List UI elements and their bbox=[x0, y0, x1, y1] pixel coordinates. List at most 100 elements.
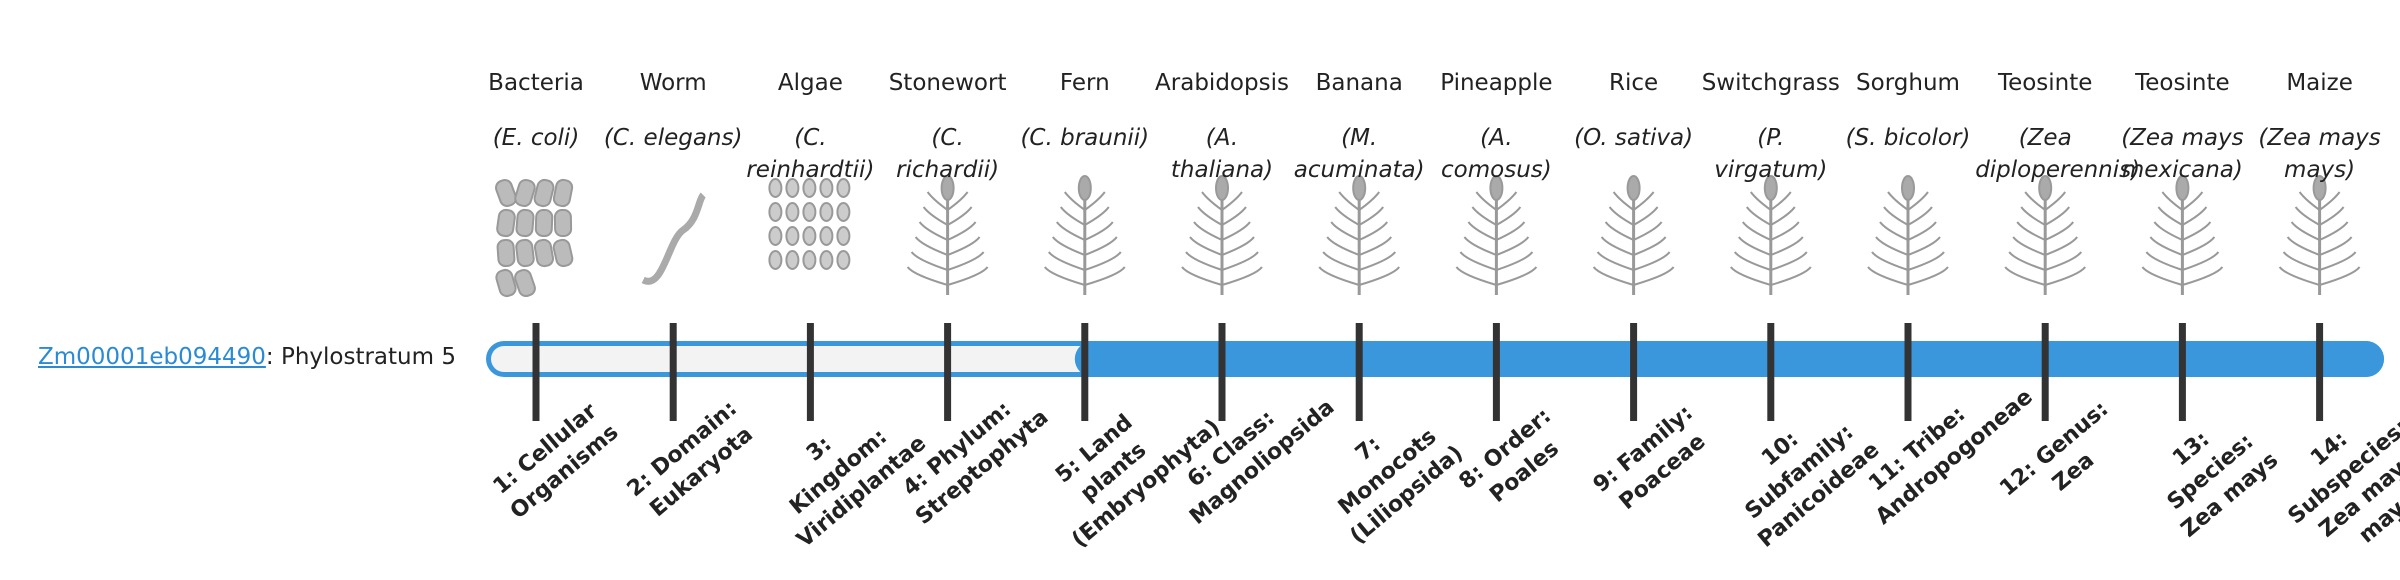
icon-part bbox=[1901, 175, 1915, 201]
icon-part bbox=[533, 238, 555, 268]
icon-part bbox=[1048, 251, 1086, 271]
icon-part bbox=[2319, 206, 2345, 226]
icon-part bbox=[495, 268, 517, 298]
icon-part bbox=[2157, 206, 2183, 226]
icon-part bbox=[1358, 206, 1384, 226]
icon-part bbox=[2020, 206, 2046, 226]
icon-part bbox=[785, 202, 800, 222]
icon-part bbox=[1358, 221, 1388, 241]
icon-part bbox=[918, 221, 949, 241]
icon-part bbox=[1064, 191, 1086, 211]
icon-part bbox=[947, 221, 977, 241]
icon-part bbox=[1770, 191, 1792, 211]
icon-part bbox=[1459, 251, 1497, 271]
icon-part bbox=[1358, 266, 1400, 286]
bar-empty bbox=[491, 346, 1095, 372]
icon-part bbox=[2008, 251, 2046, 271]
organism-name: Stonewort bbox=[888, 70, 1007, 96]
bar-fill-body bbox=[1094, 341, 2366, 377]
icon-part bbox=[906, 266, 948, 286]
icon-part bbox=[768, 202, 783, 222]
icon-part bbox=[495, 179, 517, 207]
species-name: (Zea diploperennis) bbox=[1975, 125, 2141, 183]
organism-name: Algae bbox=[777, 70, 843, 96]
organism-icon bbox=[495, 178, 574, 298]
icon-part bbox=[2004, 266, 2046, 286]
icon-part bbox=[1604, 221, 1635, 241]
organism-name: Teosinte bbox=[2135, 70, 2230, 96]
icon-part bbox=[2038, 175, 2053, 201]
icon-part bbox=[1215, 175, 1229, 201]
icon-part bbox=[1221, 191, 1243, 211]
icon-part bbox=[1084, 251, 1122, 271]
organism-name: Worm bbox=[639, 70, 707, 96]
icon-part bbox=[2161, 191, 2183, 211]
organism-icon bbox=[768, 178, 851, 270]
icon-part bbox=[785, 250, 800, 270]
icon-part bbox=[1201, 191, 1223, 211]
icon-part bbox=[1600, 236, 1634, 256]
species-name: (A. thaliana) bbox=[1170, 125, 1274, 183]
icon-part bbox=[1907, 236, 1941, 256]
icon-part bbox=[514, 178, 536, 208]
icon-part bbox=[1633, 266, 1675, 286]
icon-part bbox=[1867, 266, 1909, 286]
icon-part bbox=[2182, 236, 2216, 256]
icon-part bbox=[2044, 266, 2086, 286]
icon-part bbox=[1197, 206, 1223, 226]
icon-part bbox=[1221, 266, 1263, 286]
icon-part bbox=[819, 250, 834, 270]
icon-part bbox=[1495, 221, 1526, 241]
icon-part bbox=[1883, 206, 1909, 226]
organism-icon bbox=[2141, 175, 2224, 295]
species-name: (Zea mays mays) bbox=[2258, 125, 2381, 183]
organism-icon bbox=[2278, 175, 2361, 295]
icon-part bbox=[1742, 221, 1772, 241]
icon-part bbox=[2145, 251, 2183, 271]
icon-part bbox=[947, 251, 985, 271]
icon-part bbox=[802, 226, 817, 246]
icon-part bbox=[2319, 251, 2357, 271]
icon-part bbox=[2319, 221, 2349, 241]
gene-link[interactable]: Zm00001eb094490 bbox=[38, 344, 266, 370]
icon-part bbox=[2044, 251, 2082, 271]
icon-part bbox=[836, 226, 851, 246]
species-name: (C. elegans) bbox=[603, 125, 743, 151]
icon-part bbox=[1221, 221, 1251, 241]
icon-part bbox=[1750, 191, 1772, 211]
icon-part bbox=[2181, 191, 2204, 211]
icon-part bbox=[1633, 236, 1667, 256]
icon-part bbox=[1084, 266, 1126, 286]
icon-part bbox=[1193, 221, 1223, 241]
icon-part bbox=[1084, 191, 1106, 211]
icon-part bbox=[1612, 191, 1635, 211]
icon-part bbox=[2012, 236, 2046, 256]
organism-name: Maize bbox=[2286, 70, 2353, 96]
organism-name: Sorghum bbox=[1856, 70, 1960, 96]
icon-part bbox=[1060, 206, 1086, 226]
species-name: (A. comosus) bbox=[1441, 125, 1552, 183]
icon-part bbox=[1358, 251, 1396, 271]
icon-part bbox=[768, 178, 783, 198]
icon-part bbox=[1763, 175, 1778, 201]
icon-part bbox=[2044, 236, 2078, 256]
organism-name: Pineapple bbox=[1440, 70, 1553, 96]
icon-part bbox=[1221, 236, 1255, 256]
icon-part bbox=[914, 236, 948, 256]
icon-part bbox=[836, 178, 851, 198]
organism-icon bbox=[641, 192, 707, 285]
icon-part bbox=[2044, 221, 2074, 241]
organism-name: Arabidopsis bbox=[1155, 70, 1289, 96]
icon-part bbox=[2319, 236, 2353, 256]
icon-part bbox=[515, 208, 535, 238]
icon-part bbox=[1879, 221, 1909, 241]
icon-part bbox=[1084, 206, 1110, 226]
icon-part bbox=[785, 178, 800, 198]
icon-part bbox=[1077, 175, 1092, 201]
icon-part bbox=[910, 251, 948, 271]
icon-part bbox=[1608, 206, 1635, 226]
icon-part bbox=[1626, 175, 1641, 201]
icon-part bbox=[1907, 191, 1929, 211]
icon-part bbox=[1358, 236, 1392, 256]
icon-part bbox=[533, 178, 555, 208]
